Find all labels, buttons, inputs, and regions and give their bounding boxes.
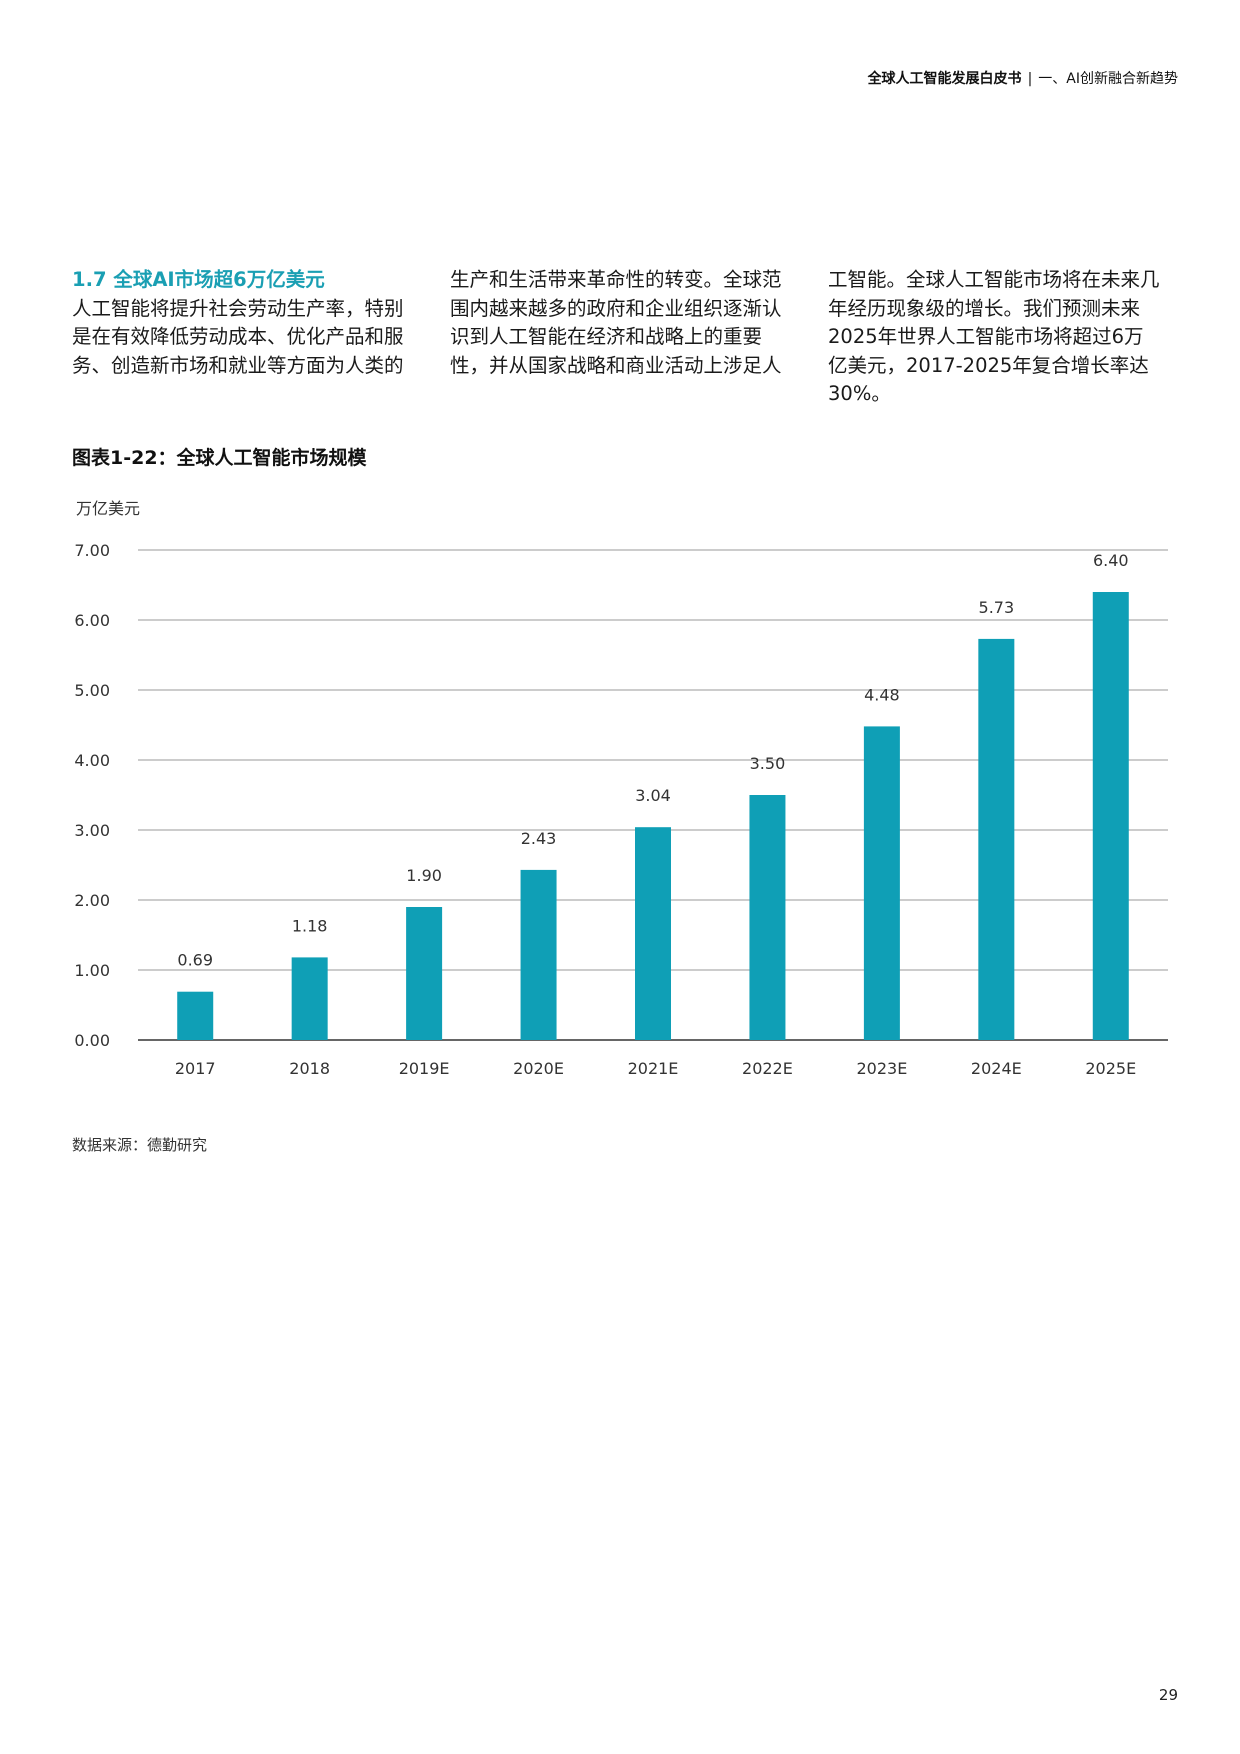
bar-value-label: 2.43: [521, 829, 557, 848]
bar-value-label: 1.90: [406, 866, 442, 885]
section-title: 1.7 全球AI市场超6万亿美元: [72, 268, 325, 291]
intro-column-1: 1.7 全球AI市场超6万亿美元 人工智能将提升社会劳动生产率，特别是在有效降低…: [72, 266, 407, 380]
y-tick-label: 5.00: [74, 681, 110, 700]
bar-value-label: 3.04: [635, 786, 671, 805]
bar: [749, 795, 786, 1040]
bar-value-label: 4.48: [864, 685, 900, 704]
x-tick-label: 2021E: [628, 1059, 679, 1078]
bar: [406, 907, 443, 1040]
x-tick-label: 2018: [289, 1059, 330, 1078]
x-tick-label: 2020E: [513, 1059, 564, 1078]
bar: [635, 827, 671, 1040]
x-tick-label: 2023E: [856, 1059, 907, 1078]
y-tick-label: 6.00: [74, 611, 110, 630]
intro-paragraph-2: 生产和生活带来革命性的转变。全球范围内越来越多的政府和企业组织逐渐认识到人工智能…: [450, 268, 782, 377]
figure-title: 图表1-22：全球人工智能市场规模: [72, 447, 367, 469]
page-header: 全球人工智能发展白皮书 | 一、AI创新融合新趋势: [868, 68, 1178, 88]
x-tick-label: 2022E: [742, 1059, 793, 1078]
intro-paragraph-3: 工智能。全球人工智能市场将在未来几年经历现象级的增长。我们预测未来2025年世界…: [828, 268, 1160, 405]
bar: [863, 726, 900, 1040]
bar-value-label: 0.69: [177, 951, 213, 970]
y-tick-label: 0.00: [74, 1031, 110, 1050]
bar: [1092, 592, 1129, 1040]
bar: [177, 991, 214, 1040]
y-axis-unit-label: 万亿美元: [76, 499, 141, 518]
bar: [291, 957, 328, 1040]
bar-value-label: 5.73: [979, 598, 1015, 617]
y-tick-label: 2.00: [74, 891, 110, 910]
x-tick-label: 2017: [175, 1059, 216, 1078]
y-tick-label: 4.00: [74, 751, 110, 770]
x-tick-label: 2019E: [399, 1059, 450, 1078]
bar-value-label: 1.18: [292, 916, 328, 935]
page-number: 29: [1158, 1686, 1178, 1704]
y-tick-label: 1.00: [74, 961, 110, 980]
document-title: 全球人工智能发展白皮书: [867, 71, 1022, 87]
bar-value-label: 3.50: [750, 754, 786, 773]
bar: [978, 638, 1015, 1040]
bar: [520, 869, 557, 1040]
data-source-note: 数据来源：德勤研究: [72, 1136, 208, 1154]
market-size-bar-chart: 0.00 1.00 2.00 3.00 4.00 5.00 6.00 7.00 0.69 2017…: [74, 541, 1168, 1078]
x-tick-label: 2025E: [1085, 1059, 1136, 1078]
intro-column-3: 工智能。全球人工智能市场将在未来几年经历现象级的增长。我们预测未来2025年世界…: [828, 266, 1163, 409]
y-tick-label: 3.00: [74, 821, 110, 840]
intro-column-2: 生产和生活带来革命性的转变。全球范围内越来越多的政府和企业组织逐渐认识到人工智能…: [450, 266, 785, 380]
header-separator: |: [1027, 71, 1033, 87]
y-tick-label: 7.00: [74, 541, 110, 560]
intro-paragraph-1: 人工智能将提升社会劳动生产率，特别是在有效降低劳动成本、优化产品和服务、创造新市…: [72, 296, 404, 377]
x-tick-label: 2024E: [971, 1059, 1022, 1078]
bar-value-label: 6.40: [1093, 551, 1129, 570]
chapter-name: 一、AI创新融合新趋势: [1038, 71, 1178, 87]
